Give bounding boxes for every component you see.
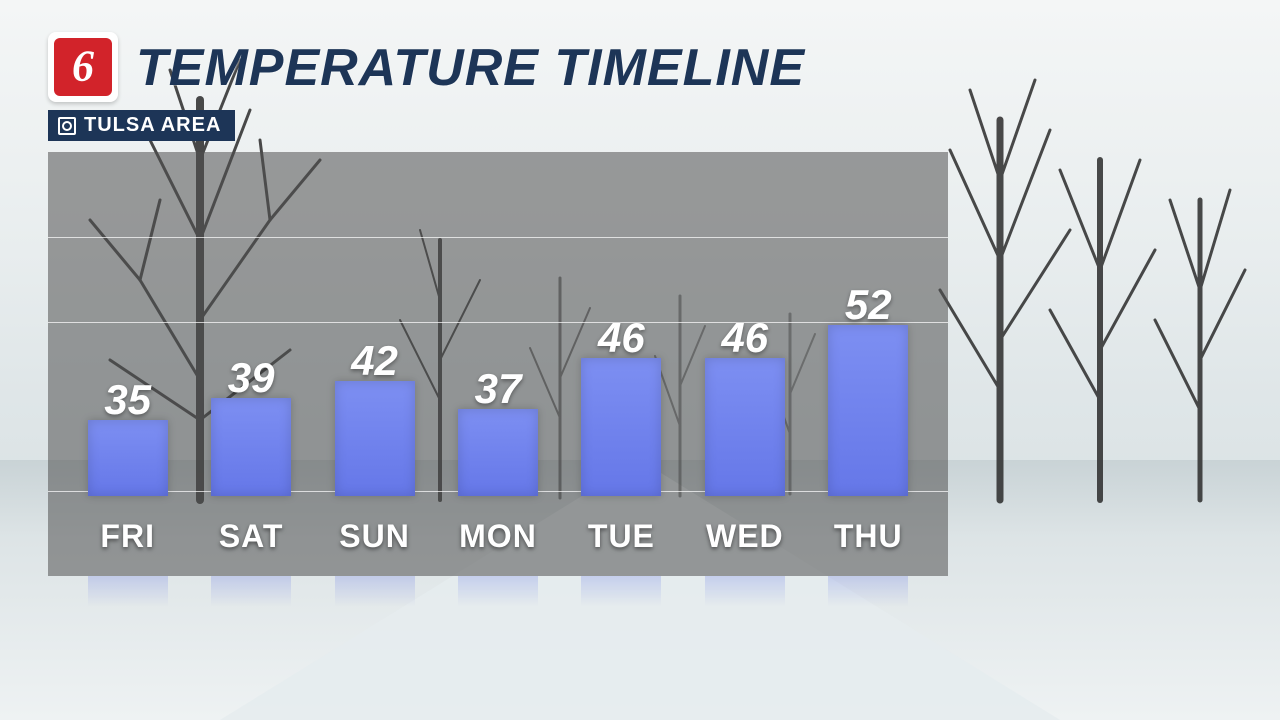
bar (458, 409, 538, 496)
bars-row: 35 39 42 37 46 46 (48, 152, 948, 496)
bar-thu: 52 (813, 281, 923, 496)
location-label: TULSA AREA (84, 114, 221, 137)
bar (335, 381, 415, 496)
station-logo: 6 (48, 32, 118, 102)
bar-sun: 42 (320, 337, 430, 496)
logo-number: 6 (72, 40, 94, 91)
day-label: SAT (196, 518, 306, 555)
day-label: SUN (320, 518, 430, 555)
graphic-title: TEMPERATURE TIMELINE (136, 38, 805, 98)
bar (88, 420, 168, 496)
bar (211, 398, 291, 496)
bar-value: 52 (845, 281, 892, 329)
day-label: FRI (73, 518, 183, 555)
bar (581, 358, 661, 496)
bar-value: 42 (351, 337, 398, 385)
bar-value: 39 (228, 354, 275, 402)
day-label: THU (813, 518, 923, 555)
bar-sat: 39 (196, 354, 306, 496)
bar-value: 37 (475, 365, 522, 413)
bar-fri: 35 (73, 376, 183, 496)
bar (705, 358, 785, 496)
reflection (828, 576, 908, 606)
day-label: WED (690, 518, 800, 555)
reflection (458, 576, 538, 606)
location-tag: TULSA AREA (48, 110, 235, 141)
reflection (581, 576, 661, 606)
target-icon (58, 117, 76, 135)
chart-panel: 35 39 42 37 46 46 (48, 152, 948, 576)
reflection (88, 576, 168, 606)
bar-value: 35 (104, 376, 151, 424)
logo-badge: 6 (54, 38, 112, 96)
bar-reflections (48, 576, 948, 616)
bar-wed: 46 (690, 314, 800, 496)
day-label: MON (443, 518, 553, 555)
bar-tue: 46 (566, 314, 676, 496)
days-row: FRI SAT SUN MON TUE WED THU (48, 496, 948, 576)
bar-value: 46 (721, 314, 768, 362)
bar (828, 325, 908, 496)
reflection (705, 576, 785, 606)
weather-graphic: 6 TEMPERATURE TIMELINE TULSA AREA 35 39 … (0, 0, 1280, 720)
bar-value: 46 (598, 314, 645, 362)
day-label: TUE (566, 518, 676, 555)
bar-mon: 37 (443, 365, 553, 496)
reflection (335, 576, 415, 606)
reflection (211, 576, 291, 606)
